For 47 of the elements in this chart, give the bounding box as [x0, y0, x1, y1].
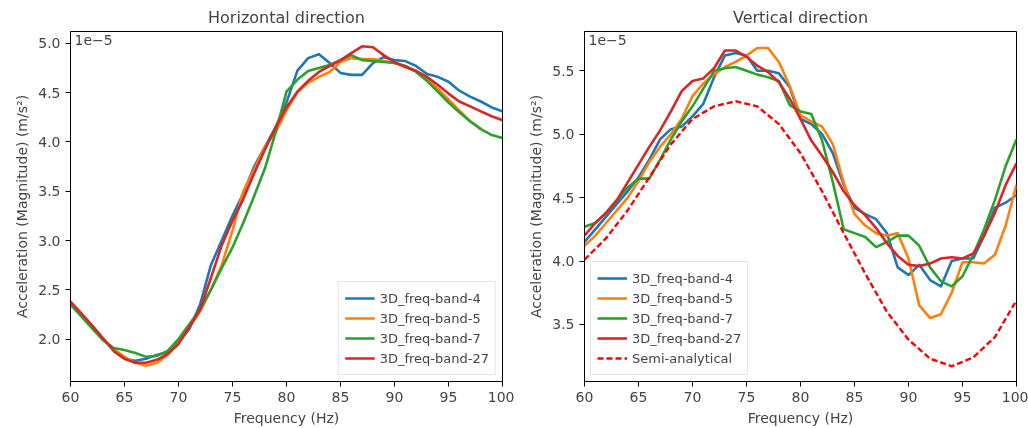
x-tick-label: 80 [791, 388, 810, 405]
legend-label: Semi-analytical [632, 350, 733, 366]
legend-label: 3D_freq-band-27 [632, 330, 742, 346]
x-tick-label: 85 [331, 388, 350, 405]
x-tick-label: 100 [1001, 388, 1028, 405]
x-tick-label: 75 [223, 388, 242, 405]
y-tick-label: 5.5 [552, 62, 575, 79]
chart-title: Vertical direction [732, 7, 869, 27]
x-tick-label: 75 [737, 388, 756, 405]
y-tick-label: 3.5 [38, 183, 61, 200]
x-tick-label: 70 [169, 388, 188, 405]
y-tick-label: 4.0 [38, 133, 61, 150]
annotation: 1e−5 [74, 31, 113, 48]
y-tick-label: 2.0 [38, 331, 61, 348]
y-tick-label: 4.5 [552, 189, 575, 206]
y-tick-label: 3.5 [552, 316, 575, 333]
legend-label: 3D_freq-band-7 [632, 310, 734, 326]
x-tick-label: 60 [575, 388, 594, 405]
y-axis-title: Acceleration (Magnitude) (m/s²) [528, 94, 545, 319]
x-tick-label: 65 [629, 388, 648, 405]
y-tick-label: 4.5 [38, 84, 61, 101]
y-tick-label: 5.0 [552, 126, 575, 143]
x-tick-label: 60 [61, 388, 80, 405]
legend-label: 3D_freq-band-4 [632, 270, 734, 286]
x-tick-label: 85 [845, 388, 864, 405]
y-axis-title: Acceleration (Magnitude) (m/s²) [14, 94, 31, 319]
y-tick-label: 2.5 [38, 281, 61, 298]
x-tick-label: 100 [487, 388, 515, 405]
y-tick-label: 4.0 [552, 253, 575, 270]
legend-label: 3D_freq-band-27 [379, 350, 489, 366]
chart-title: Horizontal direction [208, 7, 365, 27]
x-tick-label: 90 [899, 388, 918, 405]
x-tick-label: 95 [953, 388, 972, 405]
x-tick-label: 65 [115, 388, 134, 405]
x-tick-label: 90 [385, 388, 404, 405]
x-tick-label: 95 [439, 388, 458, 405]
x-axis-title: Frequency (Hz) [747, 409, 854, 426]
y-tick-label: 3.0 [38, 232, 61, 249]
x-tick-label: 80 [277, 388, 296, 405]
y-tick-label: 5.0 [38, 35, 61, 52]
x-tick-label: 70 [683, 388, 702, 405]
legend-label: 3D_freq-band-5 [632, 290, 734, 306]
legend-label: 3D_freq-band-7 [379, 330, 481, 346]
legend-label: 3D_freq-band-5 [379, 310, 481, 326]
legend-label: 3D_freq-band-4 [379, 290, 481, 306]
x-axis-title: Frequency (Hz) [233, 409, 340, 426]
annotation: 1e−5 [588, 31, 627, 48]
